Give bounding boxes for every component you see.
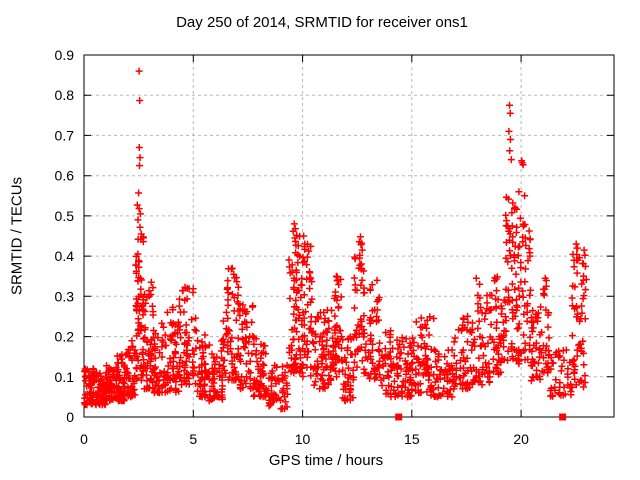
- plot-frame: [83, 54, 615, 418]
- chart-title: Day 250 of 2014, SRMTID for receiver ons…: [176, 14, 468, 31]
- y-tick-label: 0.1: [55, 369, 75, 385]
- y-tick-label: 0.4: [55, 248, 75, 264]
- x-tick-label: 20: [513, 431, 529, 447]
- y-tick-label: 0.3: [55, 288, 75, 304]
- y-tick-label: 0.8: [55, 87, 75, 103]
- flag-square-marker: [395, 413, 403, 421]
- y-tick-label: 0.9: [55, 47, 75, 63]
- y-tick-label: 0.7: [55, 127, 75, 143]
- x-tick-label: 0: [80, 431, 88, 447]
- y-axis-label: SRMTID / TECUs: [8, 176, 26, 296]
- x-tick-label: 5: [189, 431, 197, 447]
- y-tick-label: 0: [66, 409, 74, 425]
- y-tick-label: 0.5: [55, 208, 75, 224]
- y-tick-label: 0.6: [55, 168, 75, 184]
- x-tick-label: 10: [295, 431, 311, 447]
- flag-square-marker: [559, 413, 567, 421]
- y-tick-label: 0.2: [55, 329, 75, 345]
- x-axis-label: GPS time / hours: [268, 452, 384, 469]
- scatter-points: [80, 67, 590, 413]
- x-tick-label: 15: [404, 431, 420, 447]
